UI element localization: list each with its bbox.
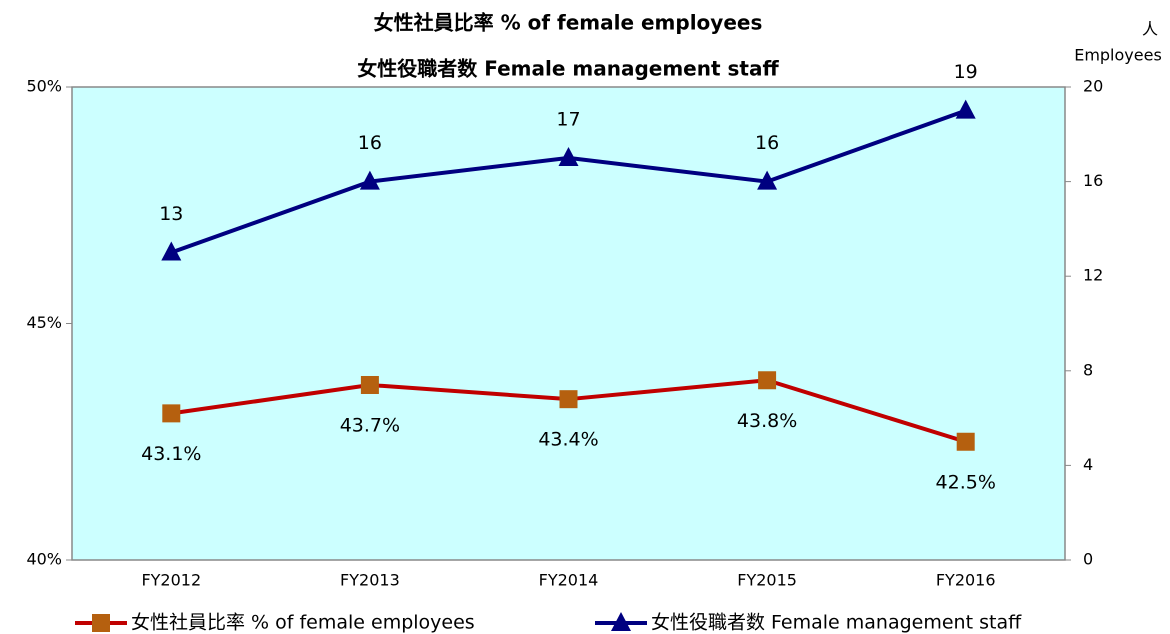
data-point	[161, 241, 182, 261]
x-tick-label: FY2015	[737, 571, 797, 590]
x-tick-label: FY2016	[936, 571, 996, 590]
y-tick-label: 40%	[26, 550, 62, 569]
y2-tick-label: 16	[1083, 171, 1103, 190]
y2-axis-label: 人	[1142, 20, 1158, 39]
x-tick-label: FY2014	[539, 571, 599, 590]
data-point	[955, 99, 976, 119]
x-tick-label: FY2013	[340, 571, 400, 590]
y2-tick-label: 0	[1083, 550, 1093, 569]
legend-marker	[611, 612, 631, 631]
data-label: 16	[755, 132, 779, 154]
y2-tick-label: 8	[1083, 360, 1093, 379]
y-tick-label: 50%	[26, 77, 62, 96]
data-point	[359, 170, 380, 190]
data-point	[956, 432, 975, 451]
data-label: 42.5%	[936, 471, 996, 493]
data-label: 16	[358, 132, 382, 154]
y2-tick-label: 20	[1083, 77, 1103, 96]
data-point	[162, 404, 181, 423]
y2-tick-label: 12	[1083, 266, 1103, 285]
data-label: 17	[556, 108, 580, 130]
legend-label: 女性社員比率 % of female employees	[131, 612, 475, 634]
x-tick-label: FY2012	[141, 571, 201, 590]
y2-tick-label: 4	[1083, 455, 1093, 474]
chart-subtitle: 女性役職者数 Female management staff	[357, 57, 779, 81]
legend-label: 女性役職者数 Female management staff	[651, 612, 1022, 634]
data-label: 43.4%	[538, 429, 598, 451]
legend-marker	[92, 614, 110, 632]
data-label: 43.8%	[737, 410, 797, 432]
data-point	[757, 170, 778, 190]
data-label: 13	[159, 203, 183, 225]
data-point	[558, 146, 579, 166]
data-label: 19	[954, 61, 978, 83]
data-point	[559, 390, 578, 409]
y2-axis-label: Employees	[1074, 46, 1162, 65]
y-tick-label: 45%	[26, 313, 62, 332]
chart-title: 女性社員比率 % of female employees	[374, 11, 763, 35]
data-point	[360, 375, 379, 394]
data-label: 43.1%	[141, 443, 201, 465]
data-label: 43.7%	[340, 414, 400, 436]
data-point	[758, 371, 777, 390]
